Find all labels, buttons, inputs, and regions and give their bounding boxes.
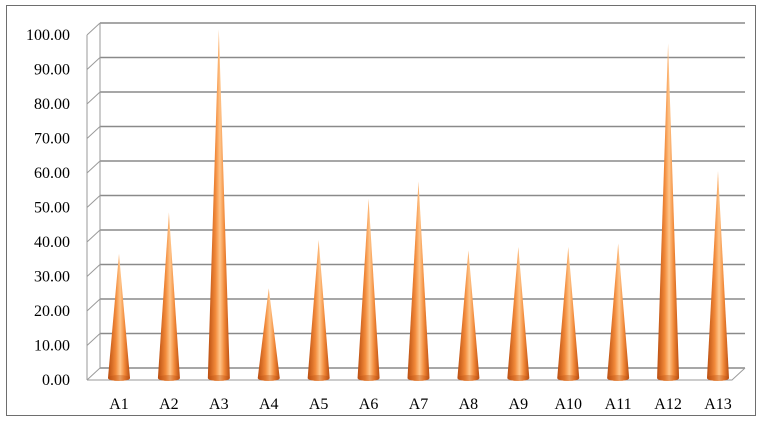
y-tick-label: 100.00 [26, 27, 70, 44]
y-tick-label: 20.00 [34, 303, 70, 320]
gridline [86, 91, 745, 105]
x-tick-label: A9 [509, 396, 529, 413]
x-tick-label: A8 [459, 396, 479, 413]
gridline [86, 125, 745, 139]
x-axis-ticks: A1 A2 A3 A4 A5 A6 A7 A8 A9 A10 A11 A12 A13 [109, 396, 732, 413]
x-tick-label: A13 [704, 396, 732, 413]
cone-bar [557, 246, 580, 381]
y-tick-label: 0.00 [42, 372, 70, 389]
cone-bar [157, 212, 180, 381]
cone-bar [207, 29, 230, 382]
x-tick-label: A7 [409, 396, 429, 413]
y-tick-label: 80.00 [34, 96, 70, 113]
y-tick-label: 90.00 [34, 62, 70, 79]
y-tick-label: 50.00 [34, 200, 70, 217]
cone-bar [257, 288, 280, 381]
cone-bar [108, 253, 130, 381]
x-tick-label: A12 [654, 396, 682, 413]
cone-bar [407, 181, 430, 381]
x-tick-label: A10 [554, 396, 582, 413]
cone-bar [657, 43, 680, 381]
floor-edge [87, 367, 746, 381]
x-tick-label: A11 [605, 396, 632, 413]
y-tick-label: 60.00 [34, 165, 70, 182]
chart-frame [6, 5, 756, 416]
cone-bar [507, 246, 530, 381]
y-tick-label: 30.00 [34, 269, 70, 286]
y-axis-ticks: 0.00 10.00 20.00 30.00 40.00 50.00 60.00 70.00 8… [26, 27, 70, 389]
cone-bar [307, 240, 330, 381]
x-tick-label: A2 [159, 396, 179, 413]
cone-bar [457, 250, 480, 381]
gridline [86, 194, 745, 208]
cone-bar [607, 243, 630, 381]
cone-bar [707, 171, 729, 381]
gridlines [86, 22, 746, 381]
y-tick-label: 70.00 [34, 131, 70, 148]
y-tick-label: 10.00 [34, 338, 70, 355]
x-tick-label: A6 [359, 396, 379, 413]
gridline [86, 160, 745, 174]
x-tick-label: A3 [209, 396, 229, 413]
gridline [86, 22, 745, 36]
x-tick-label: A5 [309, 396, 329, 413]
cones [108, 29, 729, 382]
cone-bar [357, 198, 380, 381]
gridline [86, 56, 745, 70]
x-tick-label: A4 [259, 396, 279, 413]
y-tick-label: 40.00 [34, 234, 70, 251]
x-tick-label: A1 [109, 396, 129, 413]
gridline [86, 229, 745, 243]
